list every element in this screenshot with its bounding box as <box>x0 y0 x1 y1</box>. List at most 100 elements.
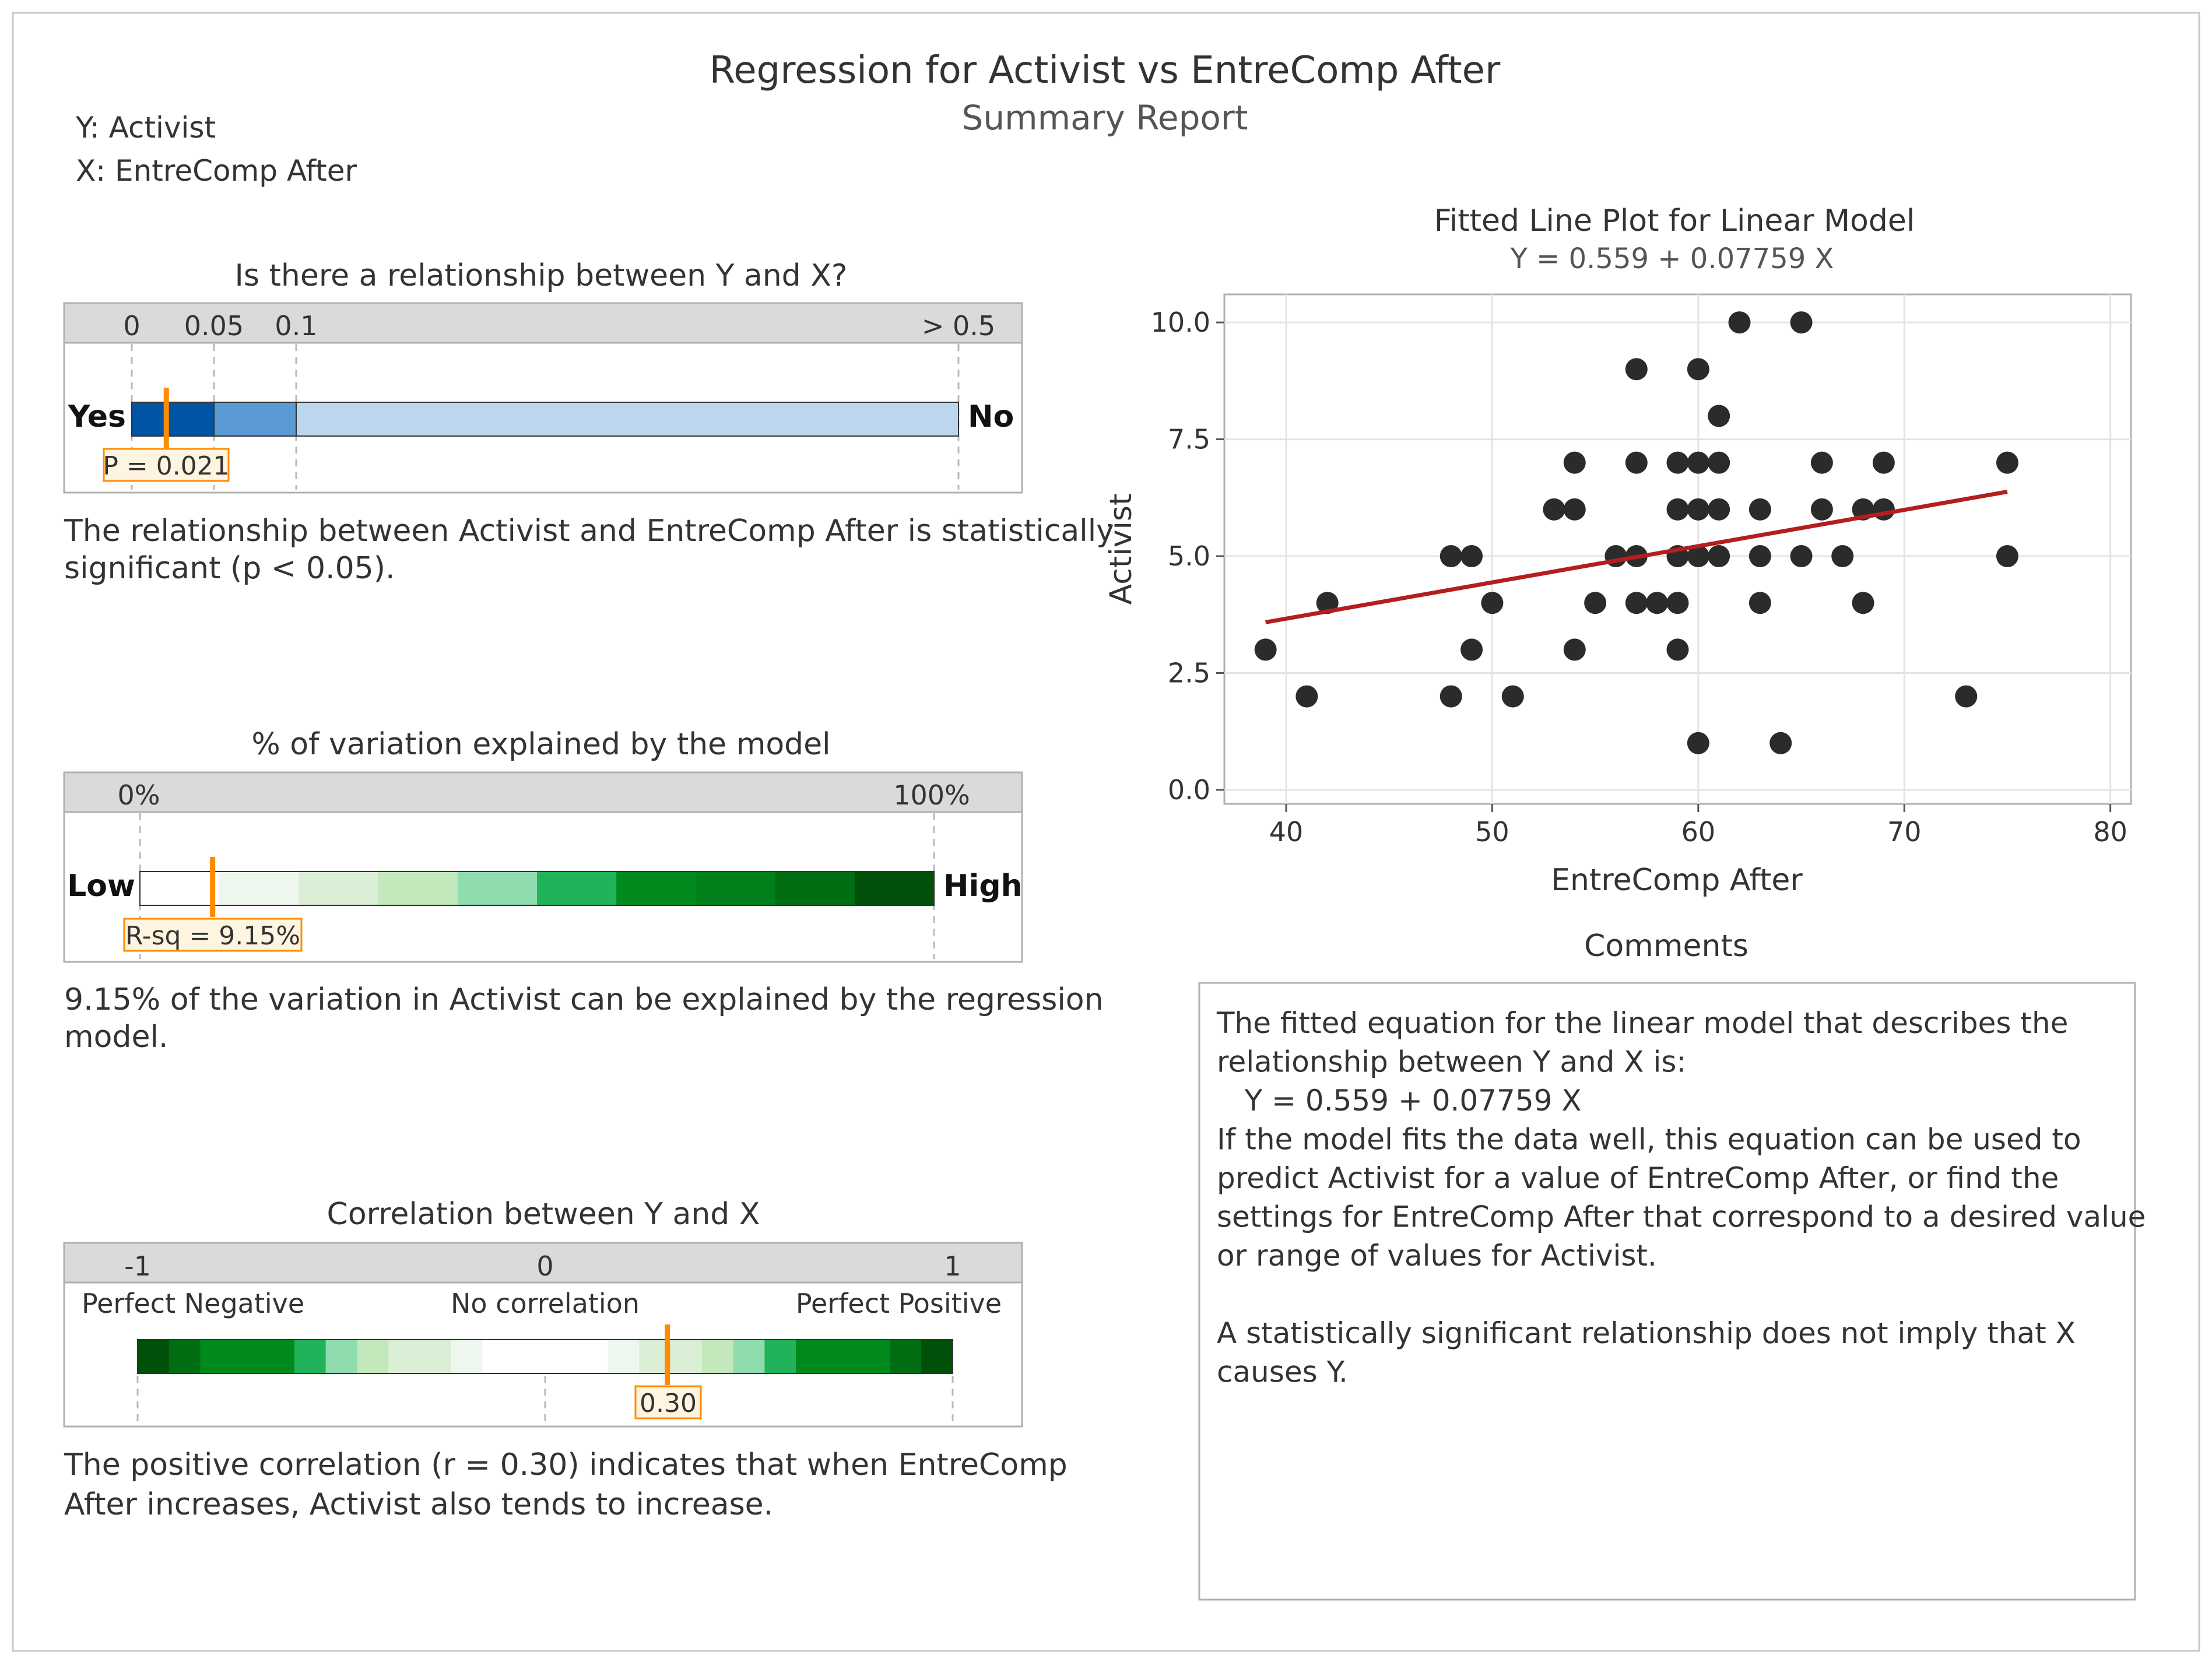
rsq-scale-segment <box>299 872 379 905</box>
corr-perfect-positive-label: Perfect Positive <box>796 1288 1002 1319</box>
scatter-point <box>1996 545 2018 568</box>
scatter-point <box>1625 358 1648 381</box>
plot-x-axis-ticks: 40 50 60 70 80 <box>1269 804 2127 848</box>
scatter-point <box>1666 451 1689 474</box>
corr-tick-label: 0 <box>536 1250 553 1282</box>
corr-scale-segment <box>294 1340 326 1373</box>
comments-line: relationship between Y and X is: <box>1217 1045 1686 1079</box>
plot-y-tick-label: 2.5 <box>1168 657 1210 688</box>
scatter-point <box>1790 311 1813 334</box>
scatter-point <box>1646 592 1669 614</box>
scatter-point <box>1439 685 1462 708</box>
scatter-point <box>1728 311 1751 334</box>
rsq-heading: % of variation explained by the model <box>251 727 830 762</box>
pvalue-band-nonsignificant <box>296 402 959 437</box>
comments-line: If the model fits the data well, this eq… <box>1217 1123 2081 1157</box>
pvalue-panel: Is there a relationship between Y and X?… <box>63 258 1114 586</box>
corr-scale-segment <box>796 1340 828 1373</box>
scatter-point <box>1481 592 1504 614</box>
plot-x-tick-label: 40 <box>1269 816 1304 848</box>
comments-text: The fitted equation for the linear model… <box>1216 1006 2146 1389</box>
scatter-point <box>1563 451 1586 474</box>
scatter-point <box>1687 732 1709 754</box>
scatter-point <box>1872 451 1895 474</box>
comments-line: predict Activist for a value of EntreCom… <box>1217 1161 2059 1195</box>
corr-scale-segment <box>764 1340 796 1373</box>
corr-marker-label: 0.30 <box>640 1389 697 1418</box>
corr-scale-segment <box>858 1340 890 1373</box>
scatter-point <box>1625 592 1648 614</box>
corr-scale-segment <box>827 1340 859 1373</box>
rsq-scale-segment <box>140 872 220 905</box>
plot-title: Fitted Line Plot for Linear Model <box>1434 203 1915 238</box>
comments-line: causes Y. <box>1217 1355 1348 1389</box>
pvalue-no-label: No <box>968 399 1014 434</box>
corr-scale-outline <box>137 1339 953 1374</box>
pvalue-heading: Is there a relationship between Y and X? <box>235 258 848 293</box>
corr-tick-label: -1 <box>124 1250 151 1282</box>
scatter-point <box>1852 592 1874 614</box>
comments-heading: Comments <box>1584 929 1748 964</box>
scatter-point <box>1563 638 1586 661</box>
corr-scale-segment <box>482 1340 514 1373</box>
corr-perfect-negative-label: Perfect Negative <box>82 1288 304 1319</box>
rsq-high-label: High <box>943 869 1023 904</box>
corr-scale-segment <box>138 1340 170 1373</box>
y-variable-label: Y: Activist <box>75 111 216 145</box>
rsq-color-scale <box>140 872 935 905</box>
corr-scale-segment <box>200 1340 232 1373</box>
rsq-scale-segment <box>457 872 538 905</box>
comments-line: Y = 0.559 + 0.07759 X <box>1217 1084 1582 1118</box>
scatter-point <box>1666 592 1689 614</box>
corr-scale-segment <box>263 1340 295 1373</box>
scatter-point <box>1708 498 1730 521</box>
plot-y-tick-label: 10.0 <box>1151 307 1210 338</box>
scatter-point <box>1543 498 1565 521</box>
pvalue-tick-label: 0.1 <box>275 310 317 342</box>
plot-y-tick-label: 5.0 <box>1168 540 1210 572</box>
rsq-conclusion-line: 9.15% of the variation in Activist can b… <box>64 982 1104 1017</box>
scatter-point <box>1687 498 1709 521</box>
scatter-point <box>1584 592 1607 614</box>
rsq-scale-segment <box>219 872 299 905</box>
pvalue-marker-box <box>103 448 230 482</box>
correlation-panel: Correlation between Y and X -1 0 1 Perfe… <box>63 1197 1068 1522</box>
scatter-point <box>1748 498 1771 521</box>
corr-scale-segment <box>701 1340 734 1373</box>
corr-conclusion-line: After increases, Activist also tends to … <box>64 1487 773 1522</box>
comments-line: A statistically significant relationship… <box>1217 1316 2076 1350</box>
rsq-scale-header <box>63 771 1023 813</box>
comments-box <box>1198 982 2136 1601</box>
corr-scale-segment <box>168 1340 201 1373</box>
corr-scale-segment <box>921 1340 953 1373</box>
rsq-marker-box <box>123 918 303 952</box>
report-title: Regression for Activist vs EntreComp Aft… <box>710 49 1501 92</box>
scatter-point <box>1666 498 1689 521</box>
corr-scale-segment <box>545 1340 577 1373</box>
rsq-scale-segment <box>378 872 458 905</box>
rsq-marker-label: R-sq = 9.15% <box>125 921 300 951</box>
corr-tick-label: 1 <box>944 1250 961 1282</box>
corr-scale-segment <box>890 1340 922 1373</box>
comments-line: The fitted equation for the linear model… <box>1216 1006 2068 1040</box>
report-subtitle: Summary Report <box>962 98 1248 138</box>
corr-scale-segment <box>419 1340 452 1373</box>
corr-scale-segment <box>670 1340 703 1373</box>
rsq-tick-left: 0% <box>118 779 160 811</box>
scatter-point <box>1687 451 1709 474</box>
scatter-point <box>1501 685 1524 708</box>
pvalue-tick-label: 0.05 <box>184 310 244 342</box>
scatter-point <box>1460 638 1483 661</box>
pvalue-tick-label: 0 <box>123 310 140 342</box>
plot-x-tick-label: 70 <box>1887 816 1922 848</box>
pvalue-marker-label: P = 0.021 <box>103 451 229 481</box>
plot-y-axis-ticks: 0.0 2.5 5.0 7.5 10.0 <box>1151 307 1224 806</box>
rsq-scale-outline <box>139 871 935 906</box>
x-variable-label: X: EntreComp After <box>76 154 357 188</box>
corr-scale-segment <box>733 1340 765 1373</box>
scatter-point <box>1748 592 1771 614</box>
scatter-point <box>1687 358 1709 381</box>
scatter-point <box>1666 638 1689 661</box>
fitted-line-plot: Fitted Line Plot for Linear Model Y = 0.… <box>1104 203 2132 898</box>
